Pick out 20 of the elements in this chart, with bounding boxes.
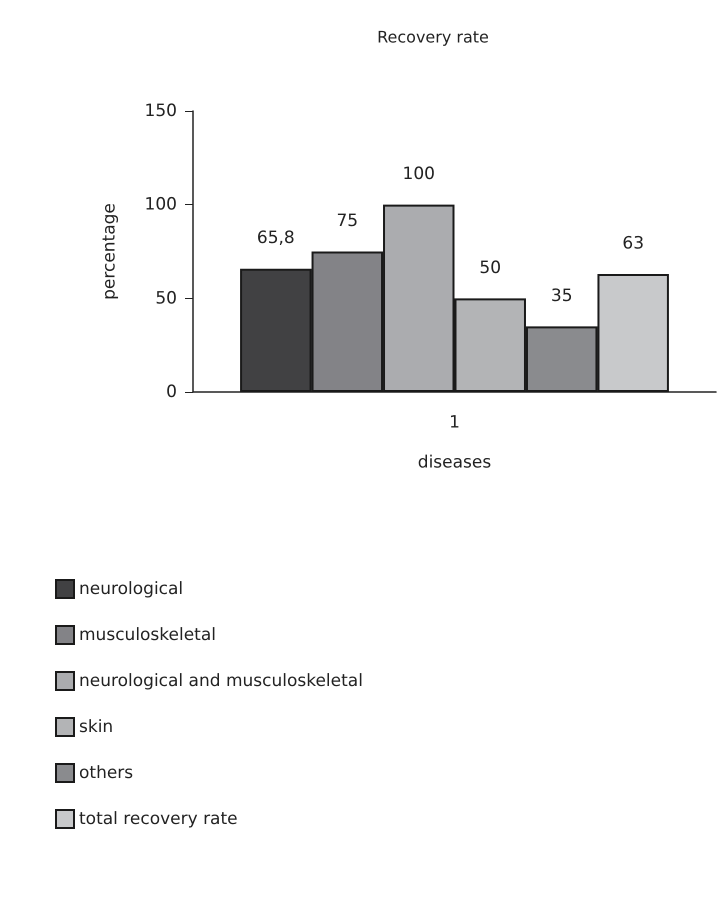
data-label: 50: [479, 258, 502, 278]
legend-label: neurological: [79, 579, 184, 599]
y-axis-title: percentage: [100, 203, 120, 300]
data-label: 63: [622, 233, 644, 254]
data-label: 35: [550, 286, 573, 306]
x-axis-title: diseases: [418, 452, 492, 472]
legend-label: others: [79, 763, 134, 783]
y-tick-label: 0: [166, 382, 177, 402]
legend-label: musculoskeletal: [79, 625, 216, 645]
data-label: 75: [336, 211, 358, 231]
x-tick-label: 1: [449, 412, 460, 432]
y-tick-label: 100: [144, 194, 177, 215]
legend-label: neurological and musculoskeletal: [79, 671, 363, 691]
legend-label: skin: [79, 717, 114, 737]
y-tick-label: 50: [155, 288, 177, 308]
chart-title: Recovery rate: [377, 28, 489, 46]
legend-label: total recovery rate: [79, 809, 238, 829]
y-tick-label: 150: [144, 101, 177, 121]
data-label: 100: [402, 164, 435, 184]
data-label: 65,8: [256, 228, 295, 248]
